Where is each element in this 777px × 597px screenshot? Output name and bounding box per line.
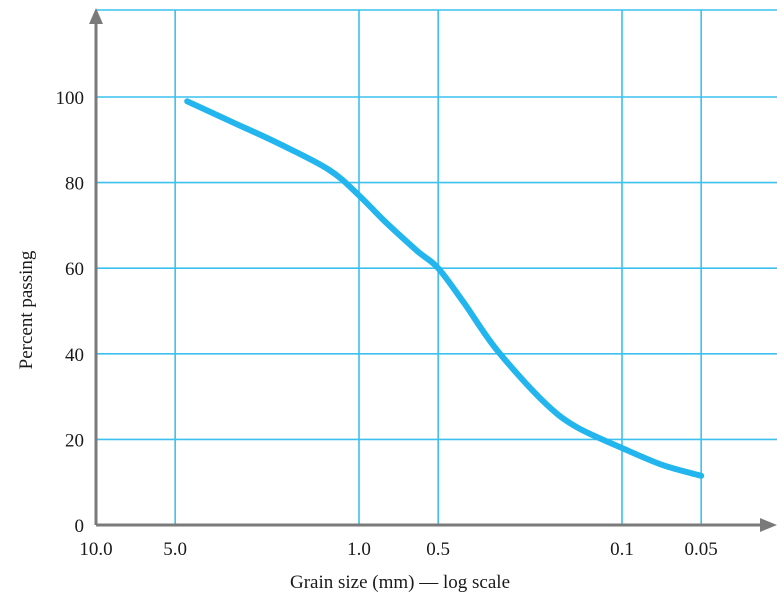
x-tick-label: 5.0 — [163, 539, 187, 560]
y-tick-label: 40 — [65, 345, 84, 366]
x-tick-label: 0.05 — [685, 539, 718, 560]
y-axis-arrow-icon — [89, 8, 103, 24]
x-tick-labels: 10.0 5.0 1.0 0.5 0.1 0.05 — [79, 539, 717, 560]
grid — [96, 9, 777, 525]
x-tick-label: 10.0 — [79, 539, 112, 560]
y-tick-label: 80 — [65, 174, 84, 195]
y-axis-title: Percent passing — [16, 250, 37, 369]
y-tick-label: 60 — [65, 259, 84, 280]
x-axis-arrow-icon — [760, 518, 777, 532]
x-tick-label: 0.5 — [426, 539, 450, 560]
x-tick-label: 1.0 — [347, 539, 371, 560]
y-tick-labels: 0 20 40 60 80 100 — [56, 88, 85, 537]
x-tick-label: 0.1 — [610, 539, 634, 560]
y-tick-label: 100 — [56, 88, 85, 109]
x-axis-title: Grain size (mm) — log scale — [290, 572, 510, 593]
axes — [89, 8, 777, 532]
gradation-curve — [184, 98, 705, 479]
y-tick-label: 20 — [65, 430, 84, 451]
series — [184, 98, 705, 479]
y-tick-label: 0 — [75, 516, 85, 537]
